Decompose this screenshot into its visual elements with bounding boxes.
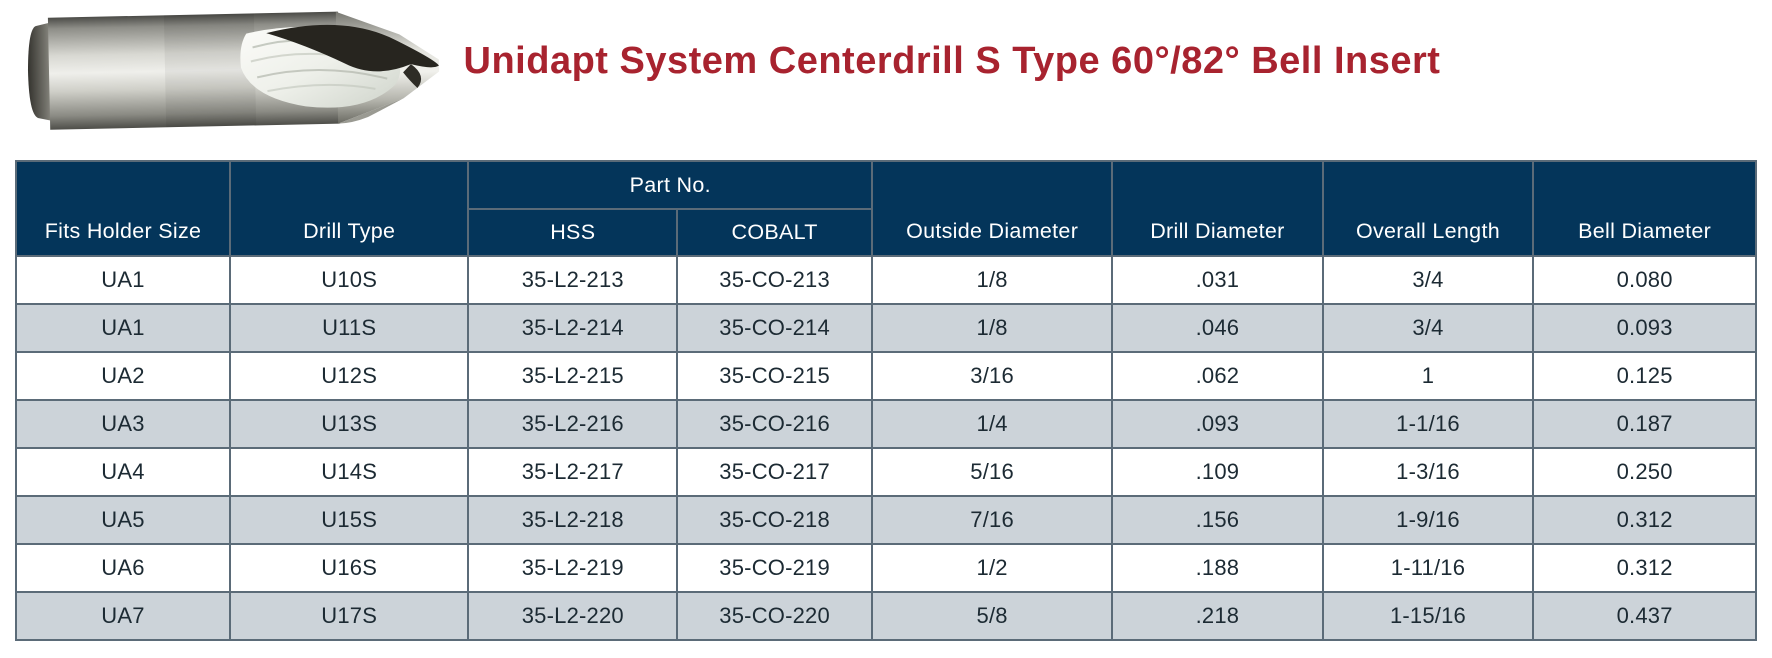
table-cell: 35-L2-219 [467, 543, 679, 593]
table-cell: UA1 [14, 303, 232, 353]
table-cell: .109 [1111, 447, 1324, 497]
spec-table-header: Fits Holder Size Drill Type Part No. Out… [14, 160, 1757, 257]
table-cell: UA2 [14, 351, 232, 401]
table-cell: .046 [1111, 303, 1324, 353]
column-group-part-no: Part No. [467, 160, 874, 210]
table-cell: 35-CO-214 [676, 303, 874, 353]
column-header-drill-diameter: Drill Diameter [1111, 160, 1324, 257]
table-cell: 5/16 [871, 447, 1114, 497]
column-header-drill-type: Drill Type [229, 160, 470, 257]
table-cell: .188 [1111, 543, 1324, 593]
table-cell: 5/8 [871, 591, 1114, 641]
column-header-hss: HSS [467, 208, 679, 257]
table-cell: UA1 [14, 255, 232, 305]
spec-table-wrap: Fits Holder Size Drill Type Part No. Out… [14, 160, 1757, 641]
table-row: UA1 U10S 35-L2-213 35-CO-213 1/8.031 3/4 0.080 [14, 255, 1757, 305]
table-cell: 35-L2-214 [467, 303, 679, 353]
table-row: UA3 U13S 35-L2-216 35-CO-216 1/4.093 1-1/16 0.… [14, 399, 1757, 449]
table-cell: 1-3/16 [1321, 447, 1535, 497]
table-cell: 0.187 [1532, 399, 1757, 449]
table-cell: 35-L2-220 [467, 591, 679, 641]
table-cell: 7/16 [871, 495, 1114, 545]
table-cell: .093 [1111, 399, 1324, 449]
table-cell: 1-11/16 [1321, 543, 1535, 593]
table-cell: .062 [1111, 351, 1324, 401]
table-cell: 35-L2-215 [467, 351, 679, 401]
table-cell: 0.125 [1532, 351, 1757, 401]
table-cell: UA6 [14, 543, 232, 593]
table-cell: U16S [229, 543, 470, 593]
table-cell: UA7 [14, 591, 232, 641]
table-cell: 1/8 [871, 255, 1114, 305]
table-cell: 1/2 [871, 543, 1114, 593]
column-header-cobalt: COBALT [676, 208, 874, 257]
table-cell: 35-L2-218 [467, 495, 679, 545]
table-cell: 0.312 [1532, 543, 1757, 593]
table-cell: UA5 [14, 495, 232, 545]
table-cell: 1 [1321, 351, 1535, 401]
table-row: UA5 U15S 35-L2-218 35-CO-218 7/16.156 1-9/16 0… [14, 495, 1757, 545]
table-cell: 35-L2-216 [467, 399, 679, 449]
table-cell: 35-CO-220 [676, 591, 874, 641]
table-cell: 35-L2-217 [467, 447, 679, 497]
table-cell: U17S [229, 591, 470, 641]
column-header-overall-length: Overall Length [1321, 160, 1535, 257]
table-cell: UA3 [14, 399, 232, 449]
spec-table: Fits Holder Size Drill Type Part No. Out… [14, 160, 1757, 641]
column-header-outside-diameter: Outside Diameter [871, 160, 1114, 257]
table-cell: 1-15/16 [1321, 591, 1535, 641]
table-cell: U15S [229, 495, 470, 545]
table-row: UA1 U11S 35-L2-214 35-CO-214 1/8.046 3/4 0.093 [14, 303, 1757, 353]
centerdrill-photo [27, 11, 440, 130]
table-cell: 1-9/16 [1321, 495, 1535, 545]
table-cell: U12S [229, 351, 470, 401]
table-cell: 35-CO-216 [676, 399, 874, 449]
table-cell: 0.312 [1532, 495, 1757, 545]
table-cell: U14S [229, 447, 470, 497]
table-cell: U13S [229, 399, 470, 449]
table-cell: U11S [229, 303, 470, 353]
table-cell: 3/4 [1321, 255, 1535, 305]
table-row: UA7 U17S 35-L2-220 35-CO-220 5/8.218 1-15/16 0… [14, 591, 1757, 641]
table-cell: .031 [1111, 255, 1324, 305]
table-row: UA2 U12S 35-L2-215 35-CO-215 3/16.062 1 0.125 [14, 351, 1757, 401]
table-cell: .156 [1111, 495, 1324, 545]
table-cell: 35-CO-218 [676, 495, 874, 545]
table-cell: 35-L2-213 [467, 255, 679, 305]
table-cell: 0.093 [1532, 303, 1757, 353]
table-cell: 0.080 [1532, 255, 1757, 305]
table-cell: 0.437 [1532, 591, 1757, 641]
table-body: UA1 U10S 35-L2-213 35-CO-213 1/8.031 3/4 0.080… [14, 255, 1757, 641]
table-cell: 35-CO-217 [676, 447, 874, 497]
table-cell: 35-CO-215 [676, 351, 874, 401]
table-cell: 3/4 [1321, 303, 1535, 353]
page-title: Unidapt System Centerdrill S Type 60°/82… [463, 40, 1441, 82]
table-cell: 35-CO-219 [676, 543, 874, 593]
table-cell: 1/8 [871, 303, 1114, 353]
table-row: UA6 U16S 35-L2-219 35-CO-219 1/2.188 1-11/16 0… [14, 543, 1757, 593]
column-header-bell-diameter: Bell Diameter [1532, 160, 1757, 257]
page-header: Unidapt System Centerdrill S Type 60°/82… [0, 0, 1772, 158]
table-cell: U10S [229, 255, 470, 305]
table-cell: 1/4 [871, 399, 1114, 449]
table-cell: UA4 [14, 447, 232, 497]
table-cell: 35-CO-213 [676, 255, 874, 305]
column-header-fits-holder-size: Fits Holder Size [14, 160, 232, 257]
table-cell: 3/16 [871, 351, 1114, 401]
table-row: UA4 U14S 35-L2-217 35-CO-217 5/16.109 1-3/16 0… [14, 447, 1757, 497]
table-cell: 0.250 [1532, 447, 1757, 497]
table-cell: .218 [1111, 591, 1324, 641]
table-cell: 1-1/16 [1321, 399, 1535, 449]
